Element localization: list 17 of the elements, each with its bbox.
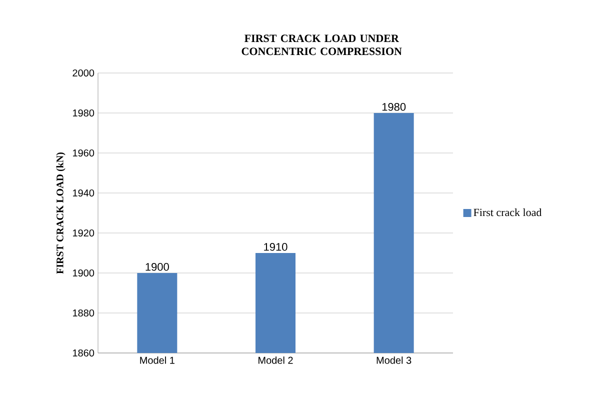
data-label: 1900 (146, 263, 169, 271)
x-tick-label: Model 2 (258, 356, 293, 364)
y-tick-label: 2000 (72, 69, 94, 77)
y-tick-label: 1900 (72, 269, 94, 277)
y-tick-label: 1940 (72, 189, 94, 197)
x-tick-label: Model 1 (140, 356, 174, 364)
x-tick-label: Model 3 (376, 356, 412, 364)
y-tick-label: 1960 (72, 149, 94, 157)
y-tick-label: 1920 (72, 229, 94, 237)
data-label: 1910 (264, 243, 288, 251)
y-tick-label: 1880 (72, 309, 94, 317)
chart-title: FIRST CRACK LOAD UNDER CONCENTRIC COMPRESSION (242, 34, 402, 56)
y-tick-label: 1980 (72, 109, 94, 117)
legend-label: First crack load (474, 208, 542, 216)
y-axis-title: FIRST CRACK LOAD (kN) (56, 152, 66, 274)
data-label: 1980 (382, 103, 406, 111)
y-tick-label: 1860 (72, 349, 94, 357)
